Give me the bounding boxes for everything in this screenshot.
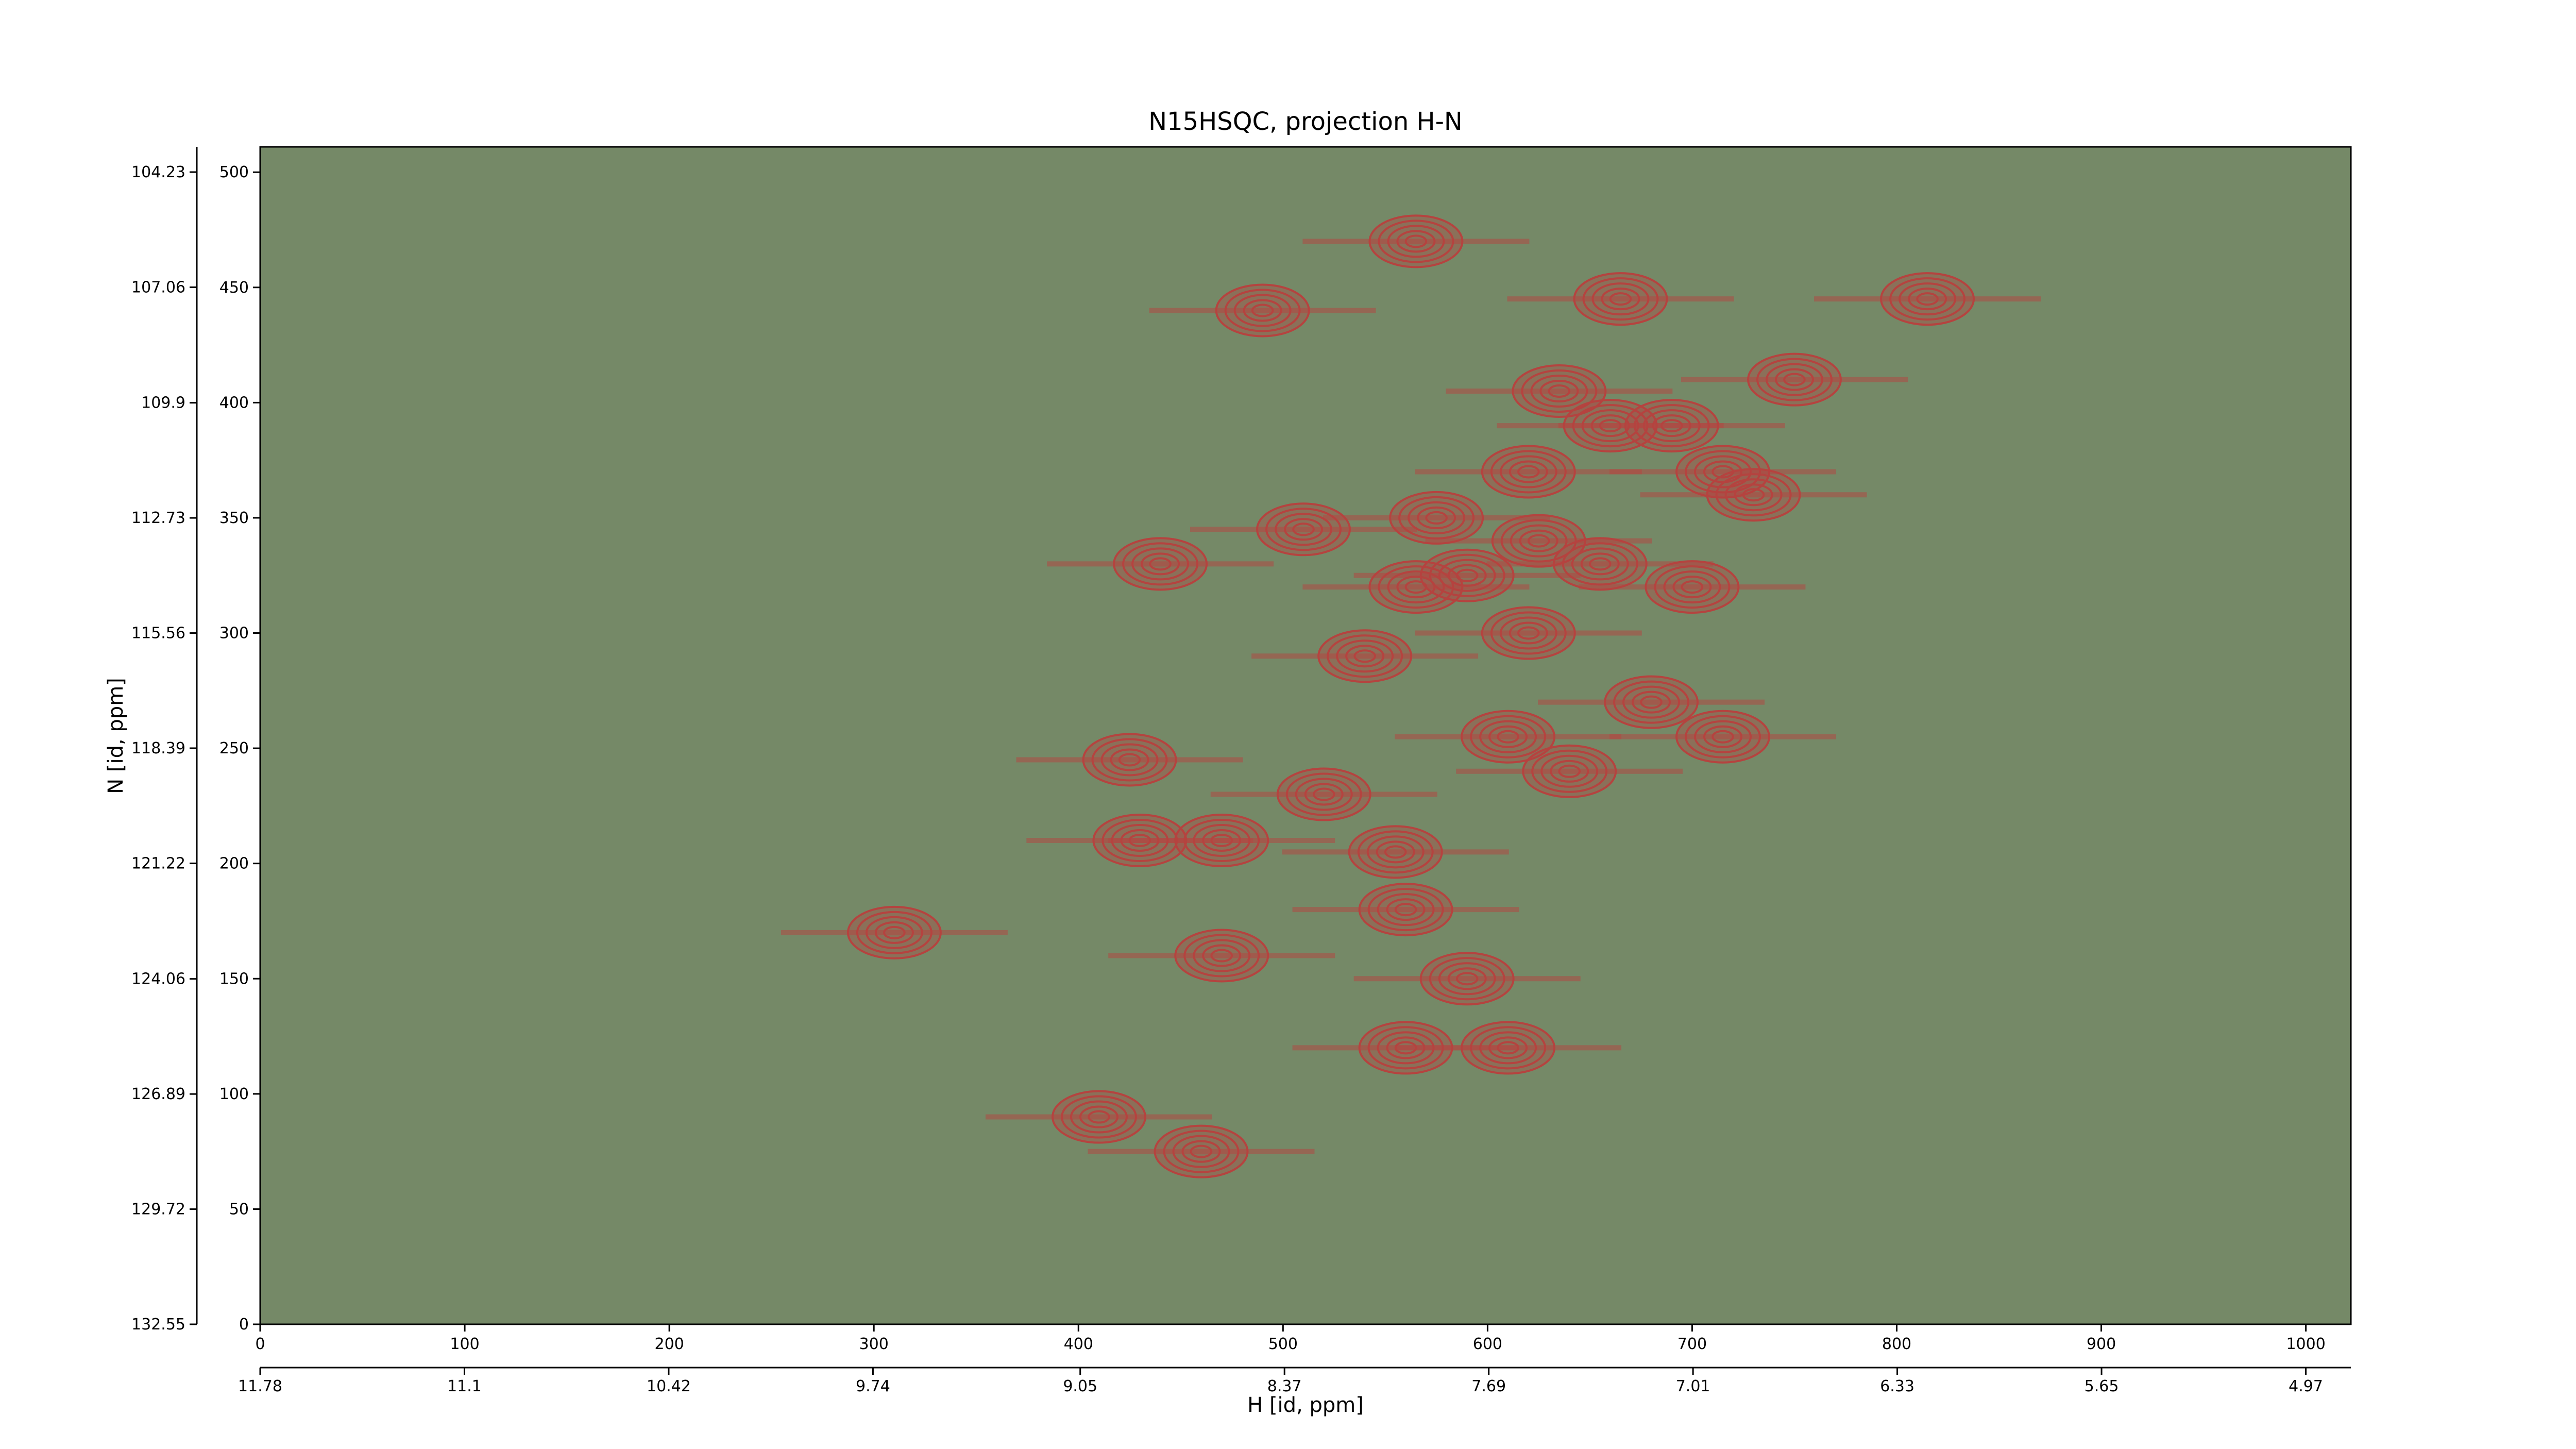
peak bbox=[1088, 1124, 1315, 1178]
x2-tick-label: 7.69 bbox=[1471, 1377, 1506, 1395]
peak bbox=[1538, 675, 1765, 729]
noise-negative bbox=[260, 147, 2351, 1324]
y2-tick-label: 124.06 bbox=[131, 970, 185, 988]
peak bbox=[1251, 629, 1479, 683]
y2-tick-label: 118.39 bbox=[131, 739, 185, 757]
y-tick-label: 50 bbox=[229, 1200, 249, 1218]
peak bbox=[1149, 283, 1376, 338]
y2-tick-label: 132.55 bbox=[131, 1316, 185, 1334]
y-tick-label: 0 bbox=[239, 1316, 249, 1334]
peak bbox=[1814, 272, 2041, 326]
x-tick-label: 100 bbox=[450, 1335, 479, 1353]
peak bbox=[1016, 733, 1243, 787]
x-tick-label: 1000 bbox=[2286, 1335, 2325, 1353]
peak bbox=[1302, 214, 1530, 268]
peak bbox=[1415, 606, 1642, 660]
peak bbox=[1609, 710, 1837, 764]
plot-area bbox=[260, 147, 2351, 1324]
y-tick-label: 300 bbox=[219, 625, 249, 643]
peak bbox=[1456, 744, 1683, 798]
x2-tick-label: 7.01 bbox=[1676, 1377, 1710, 1395]
y-tick-label: 500 bbox=[219, 163, 249, 181]
peak bbox=[1640, 468, 1867, 522]
y2-tick-label: 129.72 bbox=[131, 1201, 185, 1219]
peak bbox=[1210, 767, 1437, 821]
plot-frame bbox=[259, 146, 2352, 1325]
peak bbox=[1415, 445, 1642, 499]
x-tick-label: 0 bbox=[255, 1335, 265, 1353]
peak bbox=[1579, 560, 1806, 614]
y-tick-label: 200 bbox=[219, 855, 249, 873]
peak bbox=[1681, 352, 1908, 407]
peak bbox=[1047, 537, 1274, 591]
x-tick-label: 400 bbox=[1064, 1335, 1093, 1353]
y2-tick-label: 115.56 bbox=[131, 625, 185, 643]
peak bbox=[1558, 399, 1785, 453]
x-tick-label: 900 bbox=[2087, 1335, 2116, 1353]
y2-tick-label: 112.73 bbox=[131, 509, 185, 527]
y2-tick-label: 107.06 bbox=[131, 278, 185, 296]
y-axis-label: N [id, ppm] bbox=[104, 678, 128, 794]
x2-tick-label: 8.37 bbox=[1267, 1377, 1302, 1395]
peak bbox=[1282, 825, 1509, 879]
peak bbox=[1292, 883, 1519, 937]
y-tick-label: 250 bbox=[219, 739, 249, 757]
x2-tick-label: 11.78 bbox=[238, 1377, 282, 1395]
x2-tick-label: 11.1 bbox=[447, 1377, 482, 1395]
x-tick-label: 500 bbox=[1268, 1335, 1298, 1353]
x2-tick-label: 5.65 bbox=[2084, 1377, 2119, 1395]
peak bbox=[1353, 952, 1581, 1006]
x2-tick-label: 9.74 bbox=[856, 1377, 890, 1395]
x-tick-label: 600 bbox=[1473, 1335, 1502, 1353]
y-tick-label: 350 bbox=[219, 509, 249, 527]
x2-tick-label: 9.05 bbox=[1063, 1377, 1097, 1395]
x-tick-label: 700 bbox=[1677, 1335, 1707, 1353]
x-tick-label: 300 bbox=[859, 1335, 889, 1353]
peak bbox=[781, 905, 1008, 959]
peak bbox=[1507, 272, 1734, 326]
x-tick-label: 200 bbox=[654, 1335, 684, 1353]
peak bbox=[1425, 514, 1652, 568]
peak bbox=[1026, 813, 1253, 867]
peak bbox=[1395, 710, 1622, 764]
chart-title: N15HSQC, projection H-N bbox=[1148, 107, 1463, 136]
peak bbox=[1108, 929, 1335, 983]
y2-tick-label: 121.22 bbox=[131, 854, 185, 872]
y-tick-label: 400 bbox=[219, 394, 249, 412]
y-tick-label: 100 bbox=[219, 1085, 249, 1103]
y2-tick-label: 109.9 bbox=[141, 394, 185, 412]
x-tick-label: 800 bbox=[1882, 1335, 1911, 1353]
y2-tick-label: 126.89 bbox=[131, 1085, 185, 1103]
y-tick-label: 150 bbox=[219, 970, 249, 988]
y-tick-label: 450 bbox=[219, 279, 249, 297]
x2-tick-label: 6.33 bbox=[1880, 1377, 1914, 1395]
peak bbox=[985, 1090, 1212, 1144]
y2-tick-label: 104.23 bbox=[131, 163, 185, 181]
x2-tick-label: 4.97 bbox=[2289, 1377, 2323, 1395]
peak bbox=[1302, 560, 1530, 614]
x-axis-label: H [id, ppm] bbox=[1247, 1393, 1364, 1417]
x2-tick-label: 10.42 bbox=[647, 1377, 691, 1395]
peak bbox=[1292, 1021, 1519, 1075]
